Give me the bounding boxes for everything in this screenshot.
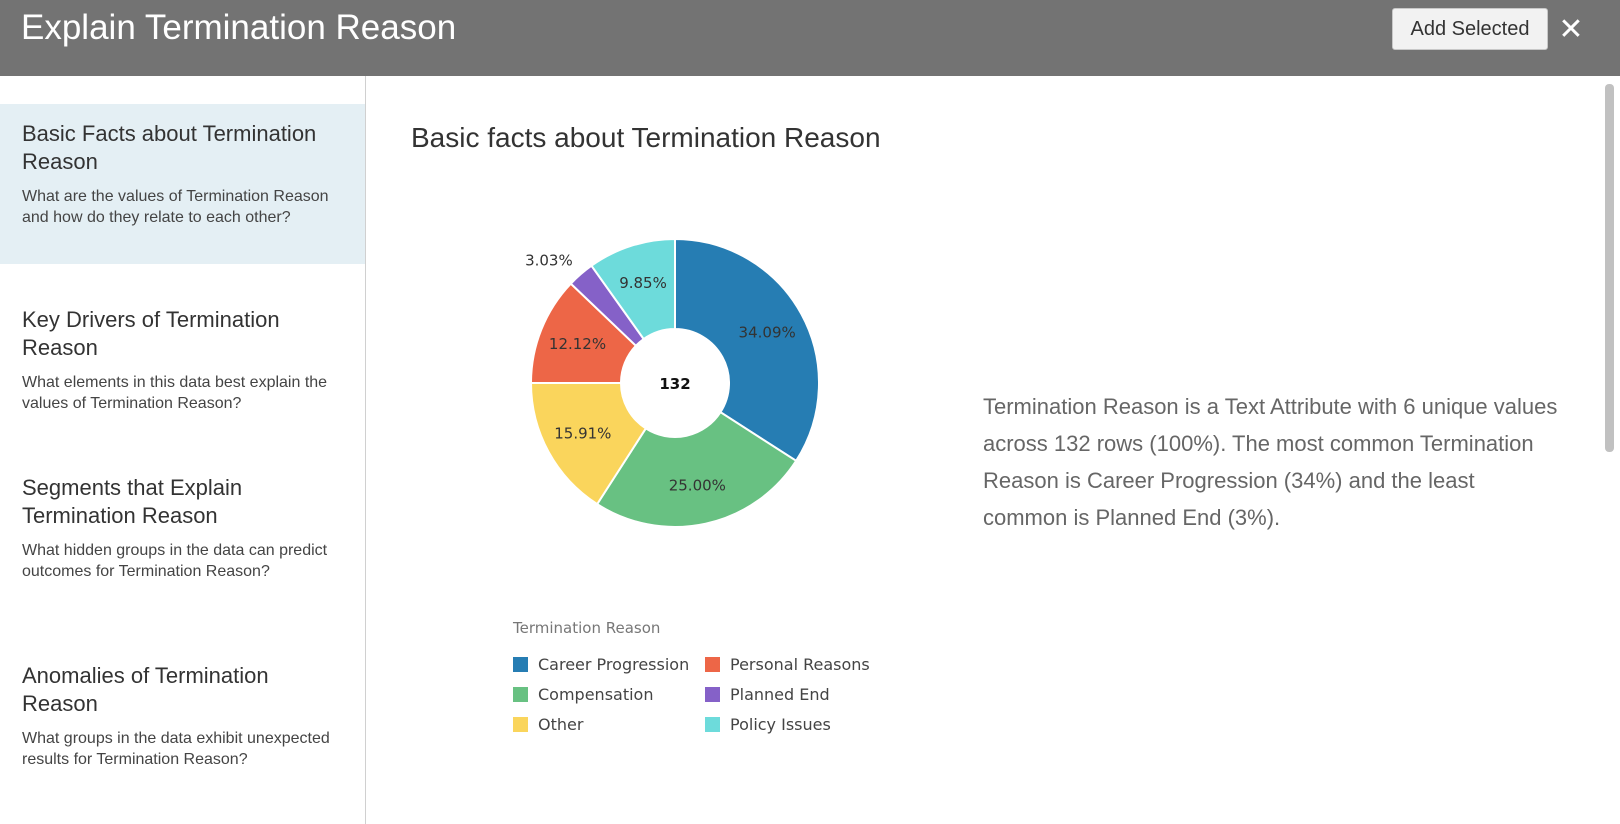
- legend-swatch: [705, 716, 720, 732]
- add-selected-button[interactable]: Add Selected: [1392, 8, 1548, 50]
- pie-slice-other[interactable]: [529, 382, 648, 506]
- sidebar-item-anomalies[interactable]: Anomalies of Termination Reason What gro…: [0, 662, 365, 812]
- vertical-scrollbar[interactable]: [1600, 76, 1620, 824]
- summary-text: Termination Reason is a Text Attribute w…: [983, 394, 1558, 530]
- slice-data-label: 9.85%: [619, 274, 667, 292]
- legend-label: Personal Reasons: [730, 654, 870, 674]
- legend-item-career-progression[interactable]: Career Progression: [513, 654, 689, 674]
- page-title: Basic facts about Termination Reason: [411, 122, 881, 153]
- pie-slice-career-progression[interactable]: [674, 237, 820, 463]
- main-content: Basic facts about Termination Reason 34.…: [367, 76, 1599, 824]
- slice-data-label: 25.00%: [669, 477, 726, 495]
- sidebar-item-description: What hidden groups in the data can predi…: [22, 542, 328, 580]
- slice-data-label: 15.91%: [554, 424, 611, 442]
- legend-swatch: [513, 686, 528, 702]
- sidebar-item-segments[interactable]: Segments that Explain Termination Reason…: [0, 474, 365, 624]
- legend-label: Career Progression: [538, 654, 690, 674]
- sidebar-item-key-drivers[interactable]: Key Drivers of Termination Reason What e…: [0, 306, 365, 436]
- donut-chart: 34.09% 25.00% 15.91% 12.12% 3.03% 9.85% 132: [525, 237, 820, 528]
- legend-title: Termination Reason: [513, 619, 661, 637]
- sidebar-item-title: Basic Facts about Termination Reason: [22, 121, 317, 174]
- legend-label: Compensation: [538, 684, 654, 704]
- dialog-title: Explain Termination Reason: [21, 8, 457, 47]
- legend-swatch: [513, 716, 528, 732]
- sidebar-item-title: Anomalies of Termination Reason: [22, 663, 269, 716]
- sidebar-item-basic-facts[interactable]: Basic Facts about Termination Reason Wha…: [0, 104, 365, 264]
- legend-item-personal-reasons[interactable]: Personal Reasons: [705, 654, 870, 674]
- close-icon[interactable]: ✕: [1558, 13, 1584, 46]
- slice-data-label: 3.03%: [525, 252, 573, 270]
- legend-item-planned-end[interactable]: Planned End: [705, 684, 830, 704]
- legend-label: Policy Issues: [730, 714, 831, 734]
- legend-label: Other: [538, 714, 584, 734]
- legend-item-policy-issues[interactable]: Policy Issues: [705, 714, 831, 734]
- sidebar-item-title: Key Drivers of Termination Reason: [22, 307, 280, 360]
- slice-data-label: 12.12%: [549, 335, 606, 353]
- sidebar-item-description: What are the values of Termination Reaso…: [22, 188, 329, 226]
- slice-data-label: 34.09%: [739, 324, 796, 342]
- sidebar-item-description: What elements in this data best explain …: [22, 374, 328, 412]
- legend-label: Planned End: [730, 684, 830, 704]
- dialog-header: Explain Termination Reason Add Selected …: [0, 0, 1620, 76]
- legend-swatch: [705, 656, 720, 672]
- scrollbar-thumb[interactable]: [1605, 84, 1614, 452]
- pie-slice-policy-issues[interactable]: [590, 237, 676, 341]
- legend-swatch: [705, 686, 720, 702]
- legend-swatch: [513, 656, 528, 672]
- sidebar-item-title: Segments that Explain Termination Reason: [22, 475, 243, 528]
- sidebar-item-description: What groups in the data exhibit unexpect…: [22, 730, 330, 768]
- pie-slice-compensation[interactable]: [595, 410, 798, 528]
- donut-center-total: 132: [659, 375, 690, 393]
- sidebar: Basic Facts about Termination Reason Wha…: [0, 76, 366, 824]
- legend-item-other[interactable]: Other: [513, 714, 583, 734]
- legend-item-compensation[interactable]: Compensation: [513, 684, 653, 704]
